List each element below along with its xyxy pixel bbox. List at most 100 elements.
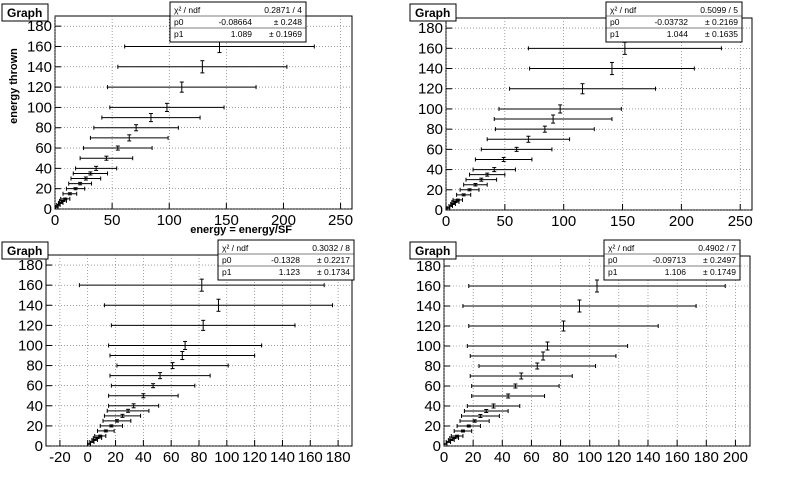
data-point xyxy=(456,424,481,428)
stats-name: p0 xyxy=(610,17,620,27)
y-tick-label: 140 xyxy=(18,297,43,314)
y-tick-label: 20 xyxy=(424,418,441,435)
data-point xyxy=(451,199,460,204)
y-tick-label: 160 xyxy=(27,38,52,55)
stats-name: p0 xyxy=(174,17,184,27)
data-point xyxy=(456,192,472,197)
stats-name: p1 xyxy=(222,267,232,277)
fit-stats-box: χ² / ndf 0.5099 / 5 p0 -0.03732 ± 0.2169 p1 1.… xyxy=(605,1,743,43)
y-tick-label: 20 xyxy=(426,182,443,199)
stats-name: p1 xyxy=(608,267,618,277)
data-point xyxy=(68,181,93,186)
data-point xyxy=(466,341,629,351)
stats-box-frame xyxy=(217,239,355,281)
title-box-frame xyxy=(409,3,457,22)
y-tick-label: 120 xyxy=(27,79,52,96)
y-tick-label: 0 xyxy=(35,438,43,455)
stats-value: 0.3032 / 8 xyxy=(312,243,350,253)
chart-panel-4: 0 20 40 60 80 100 120 140 160 180 2000204060801001… xyxy=(409,239,751,466)
y-tick-label: 60 xyxy=(426,141,443,158)
data-point xyxy=(466,403,521,409)
y-tick-label: 80 xyxy=(426,121,443,138)
stats-box-frame xyxy=(603,239,741,281)
stats-value: 0.4902 / 7 xyxy=(698,243,736,253)
y-tick-label: 40 xyxy=(26,398,43,415)
data-point xyxy=(108,403,160,409)
data-point xyxy=(462,299,697,313)
data-point xyxy=(79,155,134,161)
data-point xyxy=(109,372,211,380)
data-point xyxy=(59,198,67,203)
data-point xyxy=(99,423,123,428)
y-tick-label: 120 xyxy=(416,318,441,335)
y-tick-label: 160 xyxy=(418,40,443,57)
data-point xyxy=(494,125,595,133)
title-box-frame xyxy=(1,241,49,260)
data-point xyxy=(109,102,225,112)
stats-error: ± 0.1749 xyxy=(703,267,736,277)
x-tick-label: 40 xyxy=(135,449,152,466)
graph-title: Graph xyxy=(415,244,450,258)
data-point xyxy=(460,414,500,418)
stats-value: -0.03732 xyxy=(654,17,688,27)
data-point xyxy=(493,114,613,124)
y-axis-label: energy thrown xyxy=(8,48,20,124)
x-tick-label: 20 xyxy=(465,449,482,466)
y-tick-label: 0 xyxy=(44,201,52,218)
data-point xyxy=(452,197,463,202)
data-point xyxy=(75,165,118,171)
data-point xyxy=(478,362,597,370)
y-tick-label: 140 xyxy=(418,61,443,78)
title-box-frame xyxy=(1,3,49,22)
graph-title-box: Graph xyxy=(409,3,457,22)
x-tick-label: 150 xyxy=(214,212,239,229)
stats-error: ± 0.1635 xyxy=(705,29,738,39)
x-tick-label: 20 xyxy=(107,449,124,466)
y-tick-label: 100 xyxy=(418,101,443,118)
stats-name: χ² / ndf xyxy=(608,243,635,253)
x-tick-label: 200 xyxy=(669,213,694,230)
data-point xyxy=(65,186,86,191)
y-tick-label: 0 xyxy=(435,202,443,219)
stats-value: -0.09713 xyxy=(652,255,686,265)
data-point xyxy=(443,442,448,446)
plot-frame xyxy=(54,15,353,210)
y-tick-label: 60 xyxy=(26,378,43,395)
x-axis-label: energy = energy/SF xyxy=(190,224,292,236)
data-point xyxy=(93,124,179,132)
stats-value: 1.044 xyxy=(667,29,689,39)
data-point xyxy=(87,441,92,446)
data-point xyxy=(463,409,509,413)
y-tick-label: 40 xyxy=(424,398,441,415)
x-tick-label: 0 xyxy=(84,449,92,466)
y-tick-label: 160 xyxy=(416,278,441,295)
x-tick-label: 140 xyxy=(635,449,660,466)
chart-panel-2: 0 50 100 150 200 250 0 20 40 60 80 100 120 140 160 180G… xyxy=(409,1,753,230)
x-tick-label: 50 xyxy=(104,212,121,229)
stats-box-frame xyxy=(605,1,743,43)
stats-name: χ² / ndf xyxy=(174,5,201,15)
y-tick-label: 180 xyxy=(18,257,43,274)
stats-value: 0.5099 / 5 xyxy=(700,5,738,15)
data-point xyxy=(62,191,78,196)
stats-error: ± 0.1734 xyxy=(317,267,350,277)
stats-name: p0 xyxy=(608,255,618,265)
data-point xyxy=(453,429,473,433)
x-tick-label: 140 xyxy=(270,449,295,466)
stats-value: 1.123 xyxy=(279,267,301,277)
x-tick-label: 50 xyxy=(497,213,514,230)
x-tick-label: 180 xyxy=(326,449,351,466)
x-tick-label: 100 xyxy=(577,449,602,466)
y-tick-label: 100 xyxy=(416,338,441,355)
data-point xyxy=(468,279,726,293)
y-tick-label: 140 xyxy=(27,59,52,76)
data-point xyxy=(107,81,257,93)
y-tick-label: 60 xyxy=(35,140,52,157)
y-tick-label: 40 xyxy=(35,160,52,177)
data-point xyxy=(103,413,142,418)
y-tick-label: 40 xyxy=(426,162,443,179)
x-tick-label: 60 xyxy=(163,449,180,466)
data-point xyxy=(471,393,546,399)
x-tick-label: 200 xyxy=(271,212,296,229)
stats-box-frame xyxy=(169,1,307,43)
